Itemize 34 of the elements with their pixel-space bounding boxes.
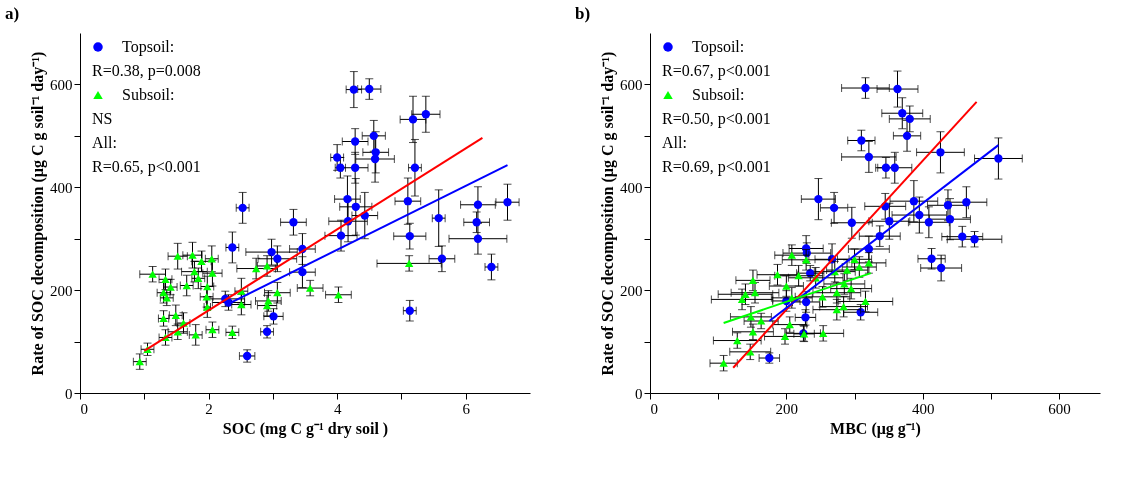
x-tick-label: 400 (911, 400, 935, 417)
annotation: R=0.50, p<0.001 (662, 110, 771, 128)
x-tick-label: 600 (1048, 400, 1071, 417)
x-tick-label: 4 (333, 400, 342, 417)
x-tick-label: 6 (462, 400, 471, 417)
y-tick-label: 600 (50, 76, 73, 93)
annotation: All: (92, 134, 117, 151)
x-tick-label: 0 (650, 400, 658, 417)
annotation: R=0.38, p=0.008 (92, 62, 201, 80)
y-tick-label: 0 (65, 385, 73, 402)
legend-label: Topsoil: (122, 38, 175, 56)
legend-label: Subsoil: (692, 86, 745, 103)
y-axis-title: Rate of SOC decomposition (μg C g soil⁻¹ day⁻¹) (599, 51, 617, 376)
x-axis-title: SOC (mg C g⁻¹ dry soil ) (222, 419, 389, 438)
y-tick-label: 400 (50, 179, 73, 196)
x-tick-label: 200 (775, 400, 799, 417)
y-tick-label: 200 (620, 282, 643, 299)
annotation: R=0.69, p<0.001 (662, 158, 771, 176)
y-tick-label: 200 (50, 282, 73, 299)
y-tick-label: 0 (635, 385, 643, 402)
annotation: R=0.65, p<0.001 (92, 158, 201, 176)
y-tick-label: 600 (620, 76, 643, 93)
x-tick-label: 2 (205, 400, 213, 417)
annotation: All: (662, 134, 687, 151)
annotation: NS (92, 110, 113, 127)
x-axis-title: MBC (μg g⁻¹) (830, 419, 921, 438)
legend-label: Subsoil: (122, 86, 175, 103)
annotation: R=0.67, p<0.001 (662, 62, 771, 80)
y-axis-title: Rate of SOC decomposition (μg C g soil⁻¹ day⁻¹) (29, 51, 47, 376)
chart-title: b) (575, 4, 591, 23)
x-tick-label: 0 (80, 400, 88, 417)
legend-label: Topsoil: (692, 38, 745, 56)
chart-title: a) (5, 4, 20, 23)
y-tick-label: 400 (620, 179, 643, 196)
